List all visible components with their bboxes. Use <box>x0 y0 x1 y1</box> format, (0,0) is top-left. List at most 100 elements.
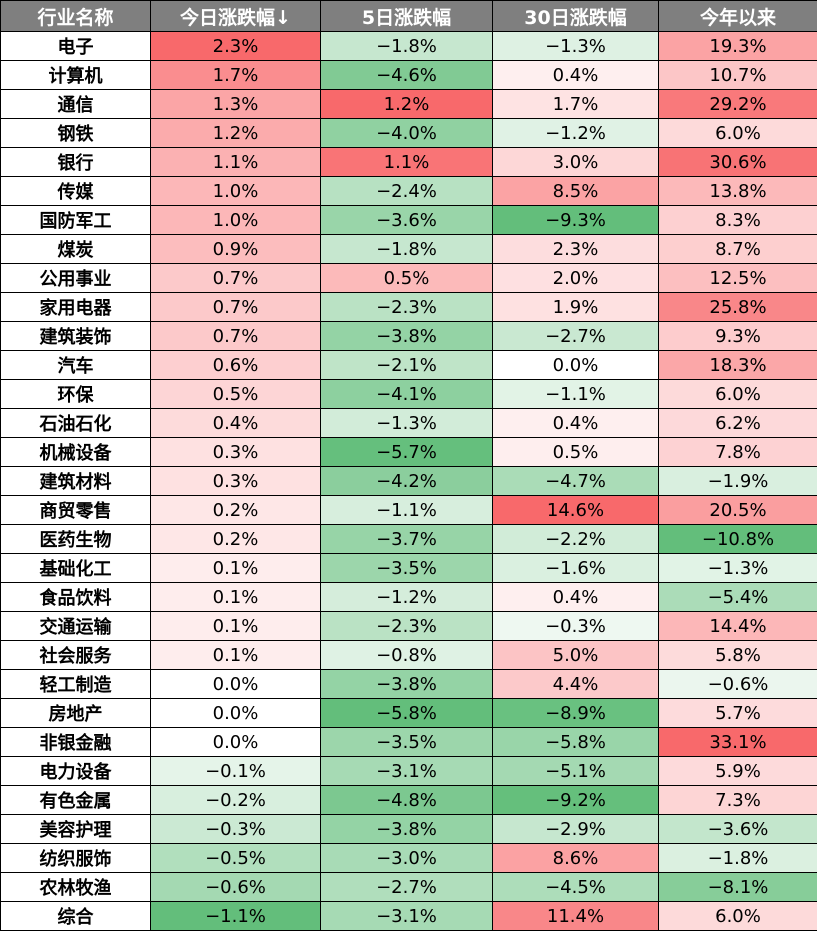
5day-change-cell: −3.8% <box>321 670 493 699</box>
ytd-change-cell: 6.0% <box>659 380 817 409</box>
ytd-change-cell: 13.8% <box>659 177 817 206</box>
ytd-change-cell: 33.1% <box>659 728 817 757</box>
5day-change-cell: −5.8% <box>321 699 493 728</box>
30day-change-cell: 1.9% <box>493 293 659 322</box>
ytd-change-cell: −3.6% <box>659 815 817 844</box>
today-change-cell: 0.6% <box>151 351 321 380</box>
ytd-change-cell: −8.1% <box>659 873 817 902</box>
header-5day-change[interactable]: 5日涨跌幅 <box>321 1 493 32</box>
industry-name-cell: 环保 <box>1 380 151 409</box>
ytd-change-cell: 14.4% <box>659 612 817 641</box>
ytd-change-cell: 5.7% <box>659 699 817 728</box>
industry-name-cell: 商贸零售 <box>1 496 151 525</box>
industry-name-cell: 机械设备 <box>1 438 151 467</box>
today-change-cell: 0.0% <box>151 670 321 699</box>
ytd-change-cell: 5.9% <box>659 757 817 786</box>
30day-change-cell: −8.9% <box>493 699 659 728</box>
5day-change-cell: −3.1% <box>321 757 493 786</box>
30day-change-cell: 2.0% <box>493 264 659 293</box>
today-change-cell: 0.2% <box>151 525 321 554</box>
30day-change-cell: −1.2% <box>493 119 659 148</box>
header-today-change[interactable]: 今日涨跌幅↓ <box>151 1 321 32</box>
30day-change-cell: 0.4% <box>493 61 659 90</box>
30day-change-cell: −9.2% <box>493 786 659 815</box>
today-change-cell: 0.0% <box>151 699 321 728</box>
industry-name-cell: 汽车 <box>1 351 151 380</box>
industry-name-cell: 银行 <box>1 148 151 177</box>
5day-change-cell: −3.8% <box>321 815 493 844</box>
header-industry-name[interactable]: 行业名称 <box>1 1 151 32</box>
today-change-cell: −0.3% <box>151 815 321 844</box>
5day-change-cell: −2.7% <box>321 873 493 902</box>
ytd-change-cell: −1.8% <box>659 844 817 873</box>
30day-change-cell: −5.8% <box>493 728 659 757</box>
ytd-change-cell: 6.0% <box>659 119 817 148</box>
5day-change-cell: −2.3% <box>321 612 493 641</box>
header-ytd-change[interactable]: 今年以来 <box>659 1 817 32</box>
ytd-change-cell: −10.8% <box>659 525 817 554</box>
5day-change-cell: −3.7% <box>321 525 493 554</box>
ytd-change-cell: 29.2% <box>659 90 817 119</box>
today-change-cell: 1.1% <box>151 148 321 177</box>
ytd-change-cell: 7.3% <box>659 786 817 815</box>
today-change-cell: 0.2% <box>151 496 321 525</box>
5day-change-cell: −4.6% <box>321 61 493 90</box>
today-change-cell: 0.1% <box>151 612 321 641</box>
industry-name-cell: 纺织服饰 <box>1 844 151 873</box>
ytd-change-cell: −5.4% <box>659 583 817 612</box>
30day-change-cell: −2.7% <box>493 322 659 351</box>
today-change-cell: 0.1% <box>151 554 321 583</box>
table-row: 农林牧渔−0.6%−2.7%−4.5%−8.1% <box>1 873 817 902</box>
30day-change-cell: 2.3% <box>493 235 659 264</box>
header-row: 行业名称 今日涨跌幅↓ 5日涨跌幅 30日涨跌幅 今年以来 <box>1 1 817 32</box>
industry-name-cell: 有色金属 <box>1 786 151 815</box>
5day-change-cell: −1.8% <box>321 235 493 264</box>
today-change-cell: 1.2% <box>151 119 321 148</box>
5day-change-cell: −4.1% <box>321 380 493 409</box>
industry-name-cell: 传媒 <box>1 177 151 206</box>
industry-name-cell: 家用电器 <box>1 293 151 322</box>
industry-name-cell: 医药生物 <box>1 525 151 554</box>
30day-change-cell: 1.7% <box>493 90 659 119</box>
5day-change-cell: 1.1% <box>321 148 493 177</box>
ytd-change-cell: 20.5% <box>659 496 817 525</box>
industry-name-cell: 综合 <box>1 902 151 931</box>
30day-change-cell: −2.2% <box>493 525 659 554</box>
today-change-cell: 0.5% <box>151 380 321 409</box>
today-change-cell: 0.4% <box>151 409 321 438</box>
industry-name-cell: 轻工制造 <box>1 670 151 699</box>
today-change-cell: 0.0% <box>151 728 321 757</box>
30day-change-cell: 0.4% <box>493 409 659 438</box>
table-row: 有色金属−0.2%−4.8%−9.2%7.3% <box>1 786 817 815</box>
ytd-change-cell: 25.8% <box>659 293 817 322</box>
5day-change-cell: −4.0% <box>321 119 493 148</box>
5day-change-cell: −4.2% <box>321 467 493 496</box>
5day-change-cell: −3.1% <box>321 902 493 931</box>
table-row: 综合−1.1%−3.1%11.4%6.0% <box>1 902 817 931</box>
ytd-change-cell: 10.7% <box>659 61 817 90</box>
5day-change-cell: −1.3% <box>321 409 493 438</box>
today-change-cell: 1.3% <box>151 90 321 119</box>
industry-name-cell: 煤炭 <box>1 235 151 264</box>
today-change-cell: 0.3% <box>151 438 321 467</box>
today-change-cell: 0.7% <box>151 264 321 293</box>
today-change-cell: 0.7% <box>151 322 321 351</box>
header-30day-change[interactable]: 30日涨跌幅 <box>493 1 659 32</box>
30day-change-cell: 11.4% <box>493 902 659 931</box>
today-change-cell: −0.1% <box>151 757 321 786</box>
industry-name-cell: 钢铁 <box>1 119 151 148</box>
today-change-cell: −0.5% <box>151 844 321 873</box>
